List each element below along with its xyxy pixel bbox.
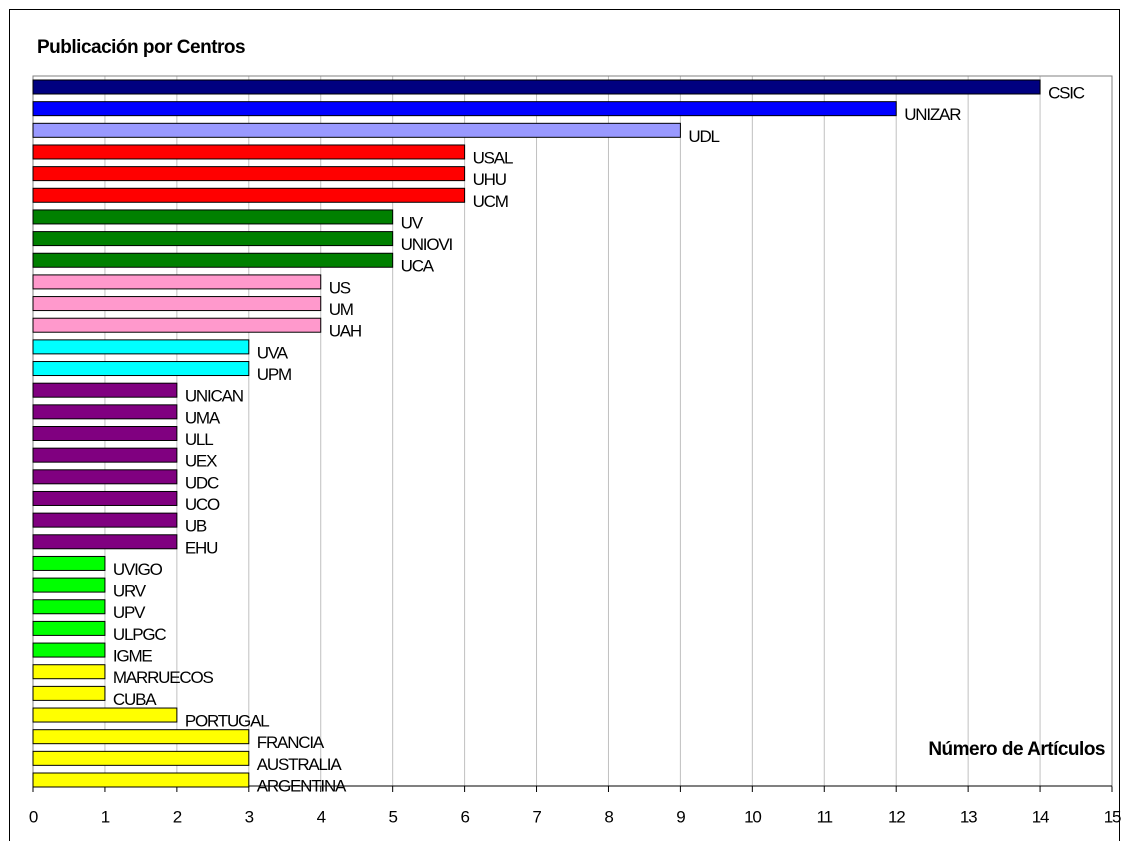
x-tick-label: 2 (173, 807, 182, 826)
bar (32, 79, 1041, 95)
bar (32, 339, 250, 355)
bar (32, 101, 897, 117)
bar-label: CSIC (1048, 83, 1085, 102)
bar-label: FRANCIA (257, 733, 325, 752)
bar-label: AUSTRALIA (257, 755, 343, 774)
x-tick-label: 5 (389, 807, 398, 826)
x-tick-label: 9 (676, 807, 685, 826)
bar-label: USAL (473, 148, 513, 167)
bar-label: US (329, 278, 351, 297)
bar-label: UB (185, 517, 207, 536)
bar-label: UNICAN (185, 387, 243, 406)
bar-label: UNIZAR (904, 105, 961, 124)
x-tick-label: 12 (888, 807, 905, 826)
bar (32, 166, 466, 182)
bar-label: UHU (473, 170, 506, 189)
bar-label: UAH (329, 322, 361, 341)
bar (32, 772, 250, 788)
bar-label: UVA (257, 343, 289, 362)
x-tick-label: 3 (245, 807, 254, 826)
bar-label: UM (329, 300, 353, 319)
bar-label: UVIGO (113, 560, 163, 579)
bar (32, 296, 322, 312)
bar-label: ULL (185, 430, 213, 449)
bar (32, 620, 106, 636)
bar-label: EHU (185, 538, 217, 557)
bar (32, 685, 106, 701)
bar (32, 404, 178, 420)
bar-label: ARGENTINA (257, 776, 347, 795)
bar-label: UCM (473, 192, 508, 211)
x-axis-label: Número de Artículos (928, 739, 1105, 760)
bar (32, 729, 250, 745)
bar-label: UCA (401, 257, 435, 276)
bar-label: UPV (113, 603, 146, 622)
x-tick-label: 11 (817, 807, 833, 826)
bar (32, 599, 106, 615)
x-tick-label: 4 (317, 807, 326, 826)
bar (32, 382, 178, 398)
bar-label: URV (113, 582, 147, 601)
chart-title: Publicación por Centros (37, 37, 245, 58)
bar-label: UCO (185, 495, 220, 514)
x-tick-label: 13 (960, 807, 977, 826)
bar (32, 144, 466, 160)
bar (32, 274, 322, 290)
bar-label: UMA (185, 408, 221, 427)
bar (32, 231, 394, 247)
bar (32, 426, 178, 441)
bar (32, 512, 178, 528)
bar (32, 447, 178, 463)
bar (32, 187, 466, 203)
bar-label: UV (401, 213, 424, 232)
bar-label: ULPGC (113, 625, 166, 644)
bar (32, 534, 178, 550)
x-tick-label: 0 (29, 807, 38, 826)
x-tick-label: 14 (1032, 807, 1049, 826)
bar (32, 707, 178, 723)
bar (32, 361, 250, 377)
bar (32, 750, 250, 766)
bar-label: MARRUECOS (113, 668, 214, 687)
bar (32, 209, 394, 225)
bar (32, 577, 106, 593)
x-tick-label: 10 (744, 807, 761, 826)
bar-label: UDL (688, 127, 719, 146)
bar-label: UEX (185, 452, 217, 471)
x-tick-label: 15 (1104, 807, 1121, 826)
bar-label: IGME (113, 647, 153, 666)
bar-label: UDC (185, 473, 219, 492)
bar-label: UNIOVI (401, 235, 453, 254)
bar (32, 490, 178, 506)
bar-label: UPM (257, 365, 291, 384)
x-tick-label: 7 (532, 807, 541, 826)
bar (32, 555, 106, 571)
x-tick-label: 6 (460, 807, 469, 826)
bar (32, 469, 178, 485)
bar (32, 317, 322, 333)
bar (32, 664, 106, 680)
x-tick-label: 8 (604, 807, 613, 826)
bar (32, 252, 394, 268)
bar-label: PORTUGAL (185, 712, 269, 731)
bar-label: CUBA (113, 690, 157, 709)
bar (32, 122, 681, 138)
bar (32, 642, 106, 658)
x-tick-label: 1 (101, 807, 110, 826)
